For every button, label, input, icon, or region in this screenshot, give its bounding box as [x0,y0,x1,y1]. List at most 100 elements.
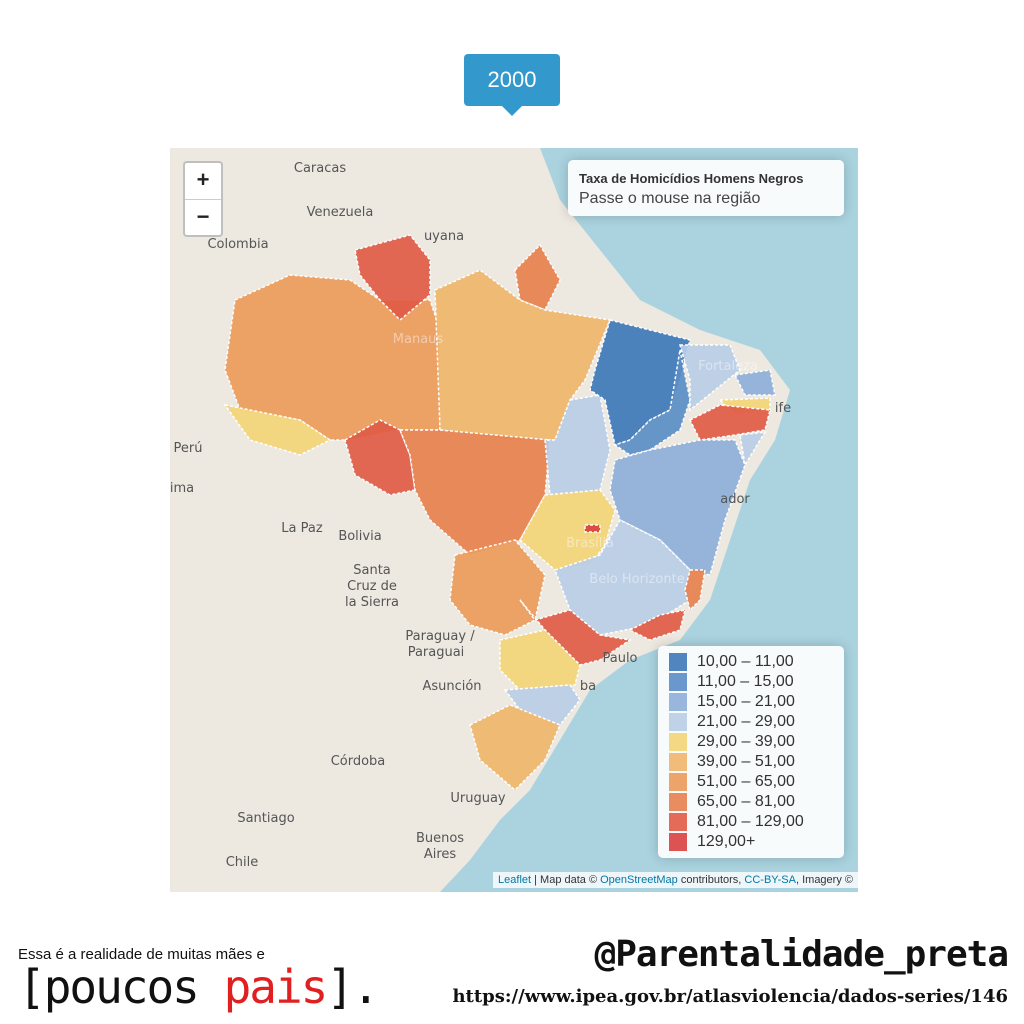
state[interactable] [434,269,612,441]
place-label: Brasília [566,536,614,551]
place-label: ador [720,492,750,507]
legend-item: 10,00 – 11,00 [669,652,844,672]
legend-label: 51,00 – 65,00 [697,773,795,790]
map-canvas: Caracas Venezuela Colombia uyana Perú im… [170,148,791,892]
state[interactable] [469,704,561,792]
zoom-in[interactable]: + [185,163,221,200]
place-label: la Sierra [345,595,399,610]
place-label: Bolivia [338,529,381,544]
place-labels: Caracas Venezuela Colombia uyana Perú im… [170,161,791,870]
state[interactable] [519,489,616,571]
state[interactable] [354,234,431,322]
place-label: ife [775,401,791,416]
slogan-part: [poucos [18,960,224,1014]
place-label: uyana [424,229,464,244]
state[interactable] [733,369,776,396]
tagline: Essa é a realidade de muitas mães e [18,946,265,963]
place-label: Venezuela [307,205,374,220]
place-label: Santiago [237,811,294,826]
legend-item: 81,00 – 129,00 [669,812,844,832]
year-badge[interactable]: 2000 [464,54,560,116]
place-label: Perú [174,441,203,456]
state[interactable] [679,344,741,412]
legend-swatch [669,813,687,831]
legend-label: 15,00 – 21,00 [697,693,795,710]
info-hint: Passe o mouse na região [579,190,761,207]
slogan-part: pais [223,960,329,1014]
legend-label: 81,00 – 129,00 [697,813,804,830]
state[interactable] [739,431,767,468]
legend-label: 39,00 – 51,00 [697,753,795,770]
attribution-text: contributors, [677,874,745,886]
legend-swatch [669,693,687,711]
legend-label: 65,00 – 81,00 [697,793,795,810]
map[interactable]: Caracas Venezuela Colombia uyana Perú im… [170,148,858,892]
legend-swatch [669,753,687,771]
legend-item: 21,00 – 29,00 [669,712,844,732]
attribution-text: | Map data © [531,874,601,886]
attribution-link[interactable]: CC-BY-SA [744,874,796,886]
state[interactable] [584,524,601,533]
attribution-text: , Imagery © [795,874,853,886]
place-label: Chile [226,855,259,870]
legend-label: 21,00 – 29,00 [697,713,795,730]
place-label: ima [170,481,194,496]
states [223,234,776,792]
place-label: Córdoba [331,754,386,769]
state[interactable] [609,439,746,576]
legend-swatch [669,833,687,851]
state[interactable] [503,684,581,726]
slogan-part: ]. [326,960,379,1014]
legend-label: 129,00+ [697,833,756,850]
state[interactable] [684,569,706,612]
attribution-link[interactable]: OpenStreetMap [600,874,678,886]
place-label: Paraguay / [405,629,475,644]
state[interactable] [628,609,687,641]
legend-swatch [669,653,687,671]
state[interactable] [613,349,691,456]
legend-item: 39,00 – 51,00 [669,752,844,772]
legend-item: 65,00 – 81,00 [669,792,844,812]
place-label: Manaus [393,332,444,347]
legend-swatch [669,793,687,811]
place-label: Paraguai [408,645,465,660]
info-title: Taxa de Homicídios Homens Negros [579,171,804,186]
place-label: Santa [353,563,391,578]
legend-label: 11,00 – 15,00 [697,673,794,690]
legend-item: 15,00 – 21,00 [669,692,844,712]
legend-item: 129,00+ [669,832,844,852]
place-label: Fortaleza [698,359,758,374]
legend-label: 29,00 – 39,00 [697,733,795,750]
place-label: Belo Horizonte [589,572,684,587]
state[interactable] [499,629,581,691]
legend-item: 11,00 – 15,00 [669,672,844,692]
state[interactable] [514,243,561,311]
handle: @Parentalidade_preta [594,934,1009,975]
place-label: ba [580,679,596,694]
source-url[interactable]: https://www.ipea.gov.br/atlasviolencia/d… [452,986,1008,1007]
place-label: La Paz [281,521,323,536]
legend-label: 10,00 – 11,00 [697,653,794,670]
legend-item: 29,00 – 39,00 [669,732,844,752]
legend-item: 51,00 – 65,00 [669,772,844,792]
place-label: Caracas [294,161,346,176]
place-label: Aires [424,847,457,862]
place-label: Cruz de [347,579,397,594]
legend-swatch [669,673,687,691]
place-label: Buenos [416,831,464,846]
legend-swatch [669,773,687,791]
state[interactable] [398,429,551,556]
zoom-control: + − [183,161,223,237]
state[interactable] [449,539,546,636]
place-label: Colombia [207,237,268,252]
place-label: Uruguay [450,791,506,806]
slogan: [poucos pais]. [18,960,380,1014]
attribution: Leaflet | Map data © OpenStreetMap contr… [493,872,858,888]
legend-swatch [669,733,687,751]
state[interactable] [223,403,332,456]
place-label: Asunción [422,679,481,694]
zoom-out[interactable]: − [196,204,210,229]
attribution-link[interactable]: Leaflet [498,874,532,886]
info-box: Taxa de Homicídios Homens Negros Passe o… [568,160,844,216]
